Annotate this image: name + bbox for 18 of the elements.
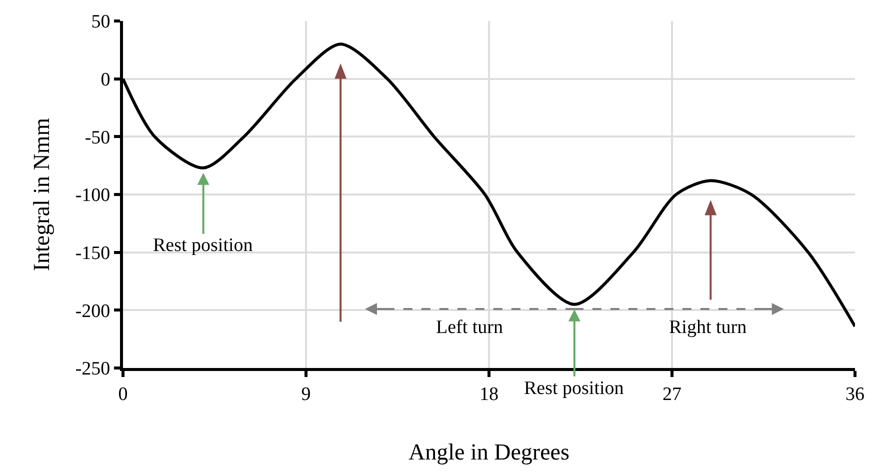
- x-tick-label: 0: [118, 384, 128, 405]
- y-tick-label: -50: [84, 127, 110, 148]
- y-tick-label: 50: [91, 12, 110, 33]
- y-tick-label: -250: [75, 358, 110, 380]
- y-tick-label: -100: [75, 185, 110, 206]
- y-tick-label: 0: [100, 69, 110, 90]
- annotation: Left turn: [436, 317, 504, 338]
- y-axis-title: Integral in Nmm: [28, 118, 54, 272]
- x-tick-label: 18: [480, 384, 498, 405]
- x-tick-label: 27: [662, 384, 682, 405]
- annotation: Rest position: [524, 378, 624, 399]
- y-tick-label: -150: [75, 242, 110, 264]
- annotation: Right turn: [669, 317, 748, 338]
- y-tick-label: -200: [75, 300, 110, 322]
- x-axis-title: Angle in Degrees: [408, 439, 570, 464]
- x-tick-label: 9: [301, 384, 311, 405]
- x-tick-label: 36: [846, 384, 864, 405]
- annotation: Rest position: [153, 235, 254, 256]
